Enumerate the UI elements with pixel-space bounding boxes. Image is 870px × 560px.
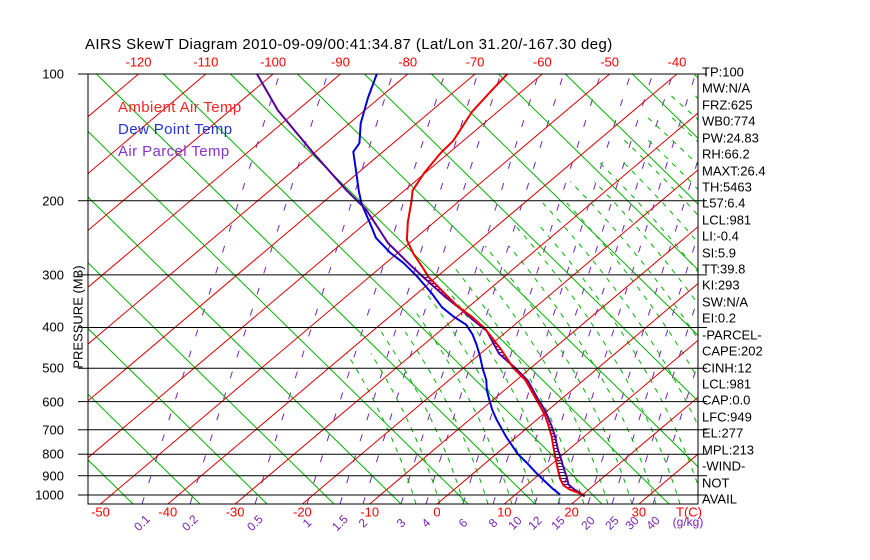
pressure-tick-label: 300 [42,267,64,283]
side-panel-line: FRZ:625 [702,97,753,113]
bottom-temp-tick-label: -10 [360,504,380,520]
top-temp-tick-label: -80 [398,54,418,70]
side-panel-line: EI:0.2 [702,310,736,326]
bottom-temp-tick-label: -30 [225,504,245,520]
side-panel-line: NOT [702,475,730,490]
chart-title: AIRS SkewT Diagram 2010-09-09/00:41:34.8… [85,36,613,53]
side-panel-line: LCL:981 [702,212,752,228]
side-panel-line: RH:66.2 [702,146,750,162]
top-temp-tick-label: -50 [600,54,620,70]
side-panel-line: MPL:213 [702,442,755,458]
pressure-tick-label: 800 [42,446,64,462]
mixing-ratio-axis-title: (g/kg) [672,515,704,529]
pressure-tick-label: 100 [42,66,64,82]
legend-ambient-air-temp: Ambient Air Temp [118,99,242,116]
pressure-tick-label: 600 [42,394,64,410]
pressure-tick-label: 400 [42,319,64,335]
side-panel-line: -PARCEL- [702,327,762,343]
bottom-temp-tick-label: -20 [292,504,312,520]
bottom-temp-tick-label: 20 [564,504,579,520]
side-panel-line: TP:100 [702,64,744,80]
side-panel-line: MW:N/A [702,80,751,96]
temp-axis-title: T(C) [676,504,702,520]
pressure-tick-label: 900 [42,468,64,484]
top-temp-tick-label: -70 [465,54,485,70]
bottom-temp-tick-label: -40 [158,504,178,520]
side-panel-line: EL:277 [702,425,744,441]
side-panel-line: L57:6.4 [702,195,746,211]
side-panel-line: PW:24.83 [702,130,759,146]
side-panel-line: MAXT:26.4 [702,163,766,179]
pressure-axis-title: PRESSURE (MB) [70,265,86,369]
top-temp-tick-label: -60 [532,54,552,70]
side-panel-line: AVAIL [702,491,737,507]
top-temp-tick-label: -40 [667,54,687,70]
side-panel-line: -WIND- [702,458,746,474]
pressure-tick-label: 1000 [35,487,64,503]
pressure-tick-label: 700 [42,422,64,438]
side-panel-line: LI:-0.4 [702,228,739,244]
bottom-temp-tick-label: 30 [631,504,647,520]
side-panel-line: TT:39.8 [702,261,746,277]
side-panel-line: CAPE:202 [702,343,763,359]
legend: Ambient Air Temp Dew Point Temp Air Parc… [118,97,242,163]
side-panel-line: TH:5463 [702,179,752,195]
side-panel-line: CINH:12 [702,360,752,376]
bottom-temp-tick-label: 0 [433,504,441,520]
side-panel-line: CAP:0.0 [702,392,751,408]
side-panel-line: SI:5.9 [702,245,736,261]
pressure-tick-label: 500 [42,360,64,376]
bottom-temp-tick-label: -50 [91,504,110,520]
bottom-temp-tick-label: 10 [497,504,512,520]
side-panel-line: SW:N/A [702,294,748,310]
legend-dew-point-temp: Dew Point Temp [118,121,233,138]
top-temp-tick-label: -90 [331,54,350,70]
pressure-tick-label: 200 [42,193,64,209]
top-temp-tick-label: -110 [193,54,219,70]
side-panel-line: LCL:981 [702,376,752,392]
legend-air-parcel-temp: Air Parcel Temp [118,143,230,160]
top-temp-tick-label: -120 [125,54,152,70]
side-panel-line: WB0:774 [702,113,756,129]
side-panel-line: LFC:949 [702,409,752,425]
side-panel-line: KI:293 [702,277,740,293]
top-temp-tick-label: -100 [260,54,287,70]
